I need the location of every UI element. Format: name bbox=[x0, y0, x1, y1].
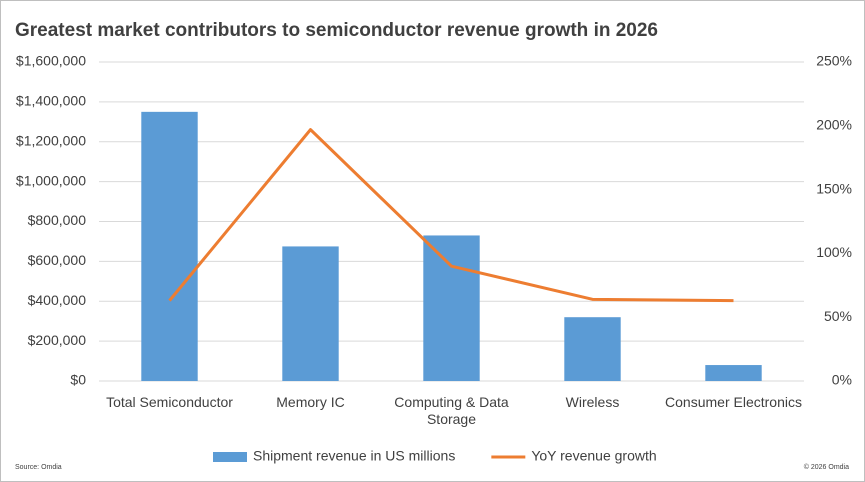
x-tick-label: Total Semiconductor bbox=[106, 394, 233, 410]
bar bbox=[282, 246, 339, 381]
y-tick-label: $400,000 bbox=[28, 292, 87, 308]
y-tick-label: $1,600,000 bbox=[16, 53, 86, 69]
legend-label: YoY revenue growth bbox=[531, 448, 656, 464]
chart-title: Greatest market contributors to semicond… bbox=[15, 20, 658, 41]
bar bbox=[141, 111, 198, 381]
bar bbox=[705, 365, 762, 381]
y2-tick-label: 0% bbox=[832, 372, 852, 388]
copyright: © 2026 Omdia bbox=[804, 463, 849, 471]
y2-tick-label: 200% bbox=[816, 117, 852, 133]
legend-label: Shipment revenue in US millions bbox=[253, 448, 455, 464]
y-tick-label: $1,400,000 bbox=[16, 93, 86, 109]
bar bbox=[564, 317, 621, 381]
y-tick-label: $1,000,000 bbox=[16, 172, 86, 188]
y-tick-label: $1,200,000 bbox=[16, 132, 86, 148]
y-tick-label: $800,000 bbox=[28, 212, 87, 228]
y2-tick-label: 50% bbox=[824, 308, 852, 324]
source: Source: Omdia bbox=[15, 464, 62, 471]
line bbox=[168, 128, 734, 303]
y-tick-label: $600,000 bbox=[28, 252, 87, 268]
y-tick-label: $200,000 bbox=[28, 332, 87, 348]
x-tick-label: Memory IC bbox=[276, 394, 345, 410]
x-tick-label: Wireless bbox=[565, 394, 620, 410]
bar bbox=[423, 235, 480, 381]
y2-tick-label: 100% bbox=[816, 244, 852, 260]
y2-tick-label: 250% bbox=[816, 53, 852, 69]
x-tick-label: Computing & Data Storage bbox=[394, 394, 509, 427]
x-tick-label: Consumer Electronics bbox=[665, 394, 802, 410]
legend-swatch bbox=[213, 452, 247, 462]
y-tick-label: $0 bbox=[70, 372, 86, 388]
y2-tick-label: 150% bbox=[816, 180, 852, 196]
